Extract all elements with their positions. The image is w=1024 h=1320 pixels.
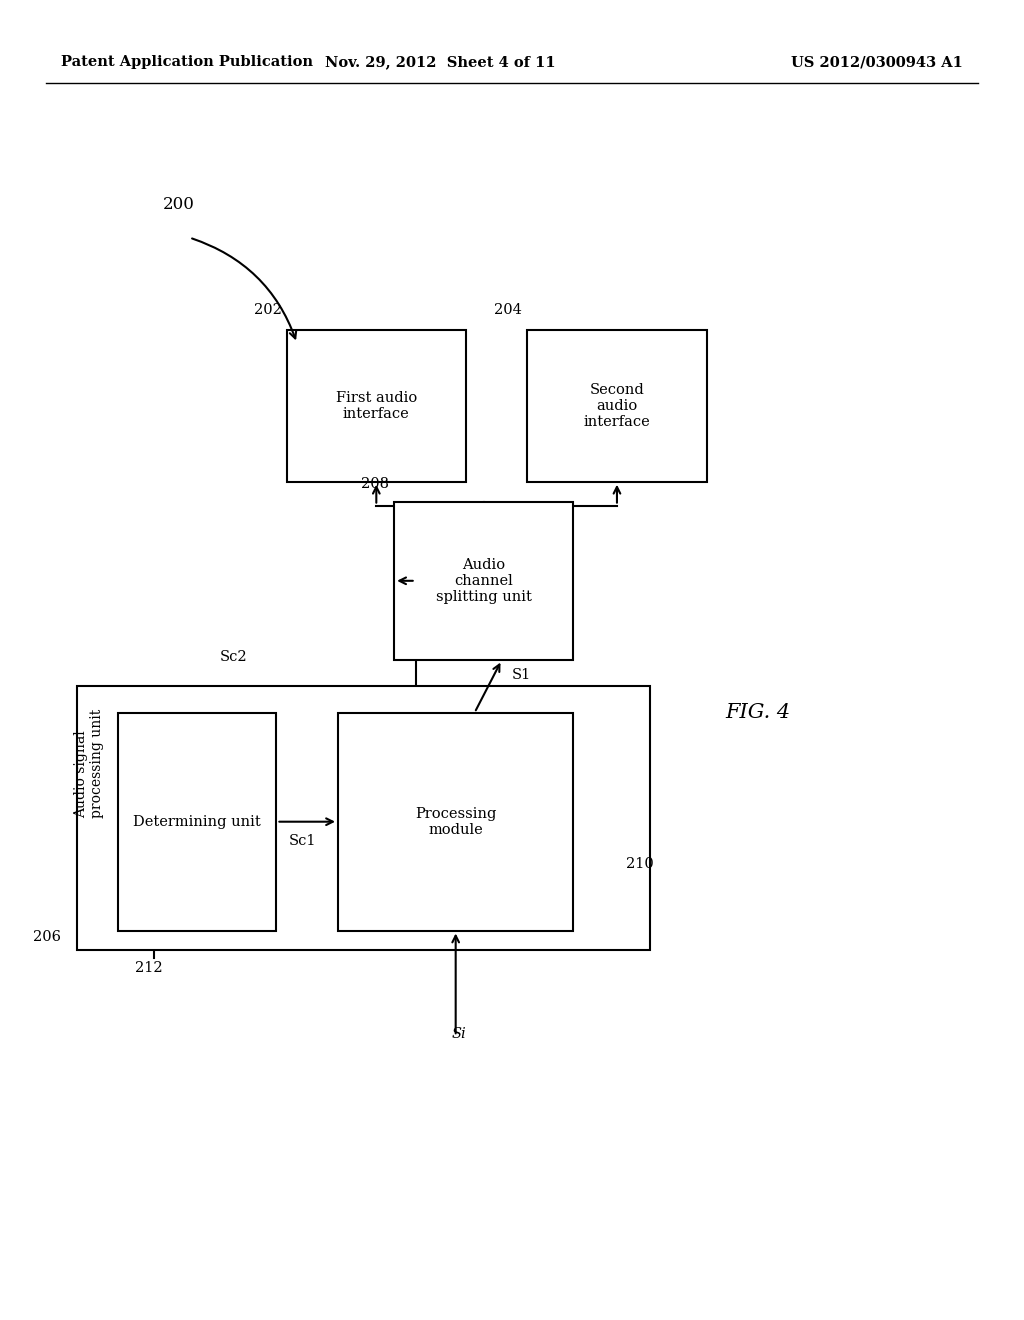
Text: 208: 208	[361, 477, 389, 491]
Text: 212: 212	[135, 961, 162, 975]
Text: 206: 206	[34, 929, 61, 944]
Bar	[527, 330, 707, 482]
Text: Audio signal
processing unit: Audio signal processing unit	[74, 709, 104, 818]
Text: US 2012/0300943 A1: US 2012/0300943 A1	[791, 55, 963, 69]
Bar	[287, 330, 466, 482]
Bar	[394, 502, 573, 660]
Bar	[77, 686, 650, 950]
Text: 210: 210	[626, 857, 653, 871]
Text: 200: 200	[163, 197, 196, 213]
Text: 202: 202	[254, 302, 282, 317]
Text: Sc2: Sc2	[220, 651, 248, 664]
Text: S1: S1	[512, 668, 531, 682]
Text: Processing
module: Processing module	[415, 807, 497, 837]
Bar	[118, 713, 276, 931]
Text: Sc1: Sc1	[289, 834, 315, 849]
Text: First audio
interface: First audio interface	[336, 391, 417, 421]
Text: Audio
channel
splitting unit: Audio channel splitting unit	[436, 557, 531, 605]
Text: Si: Si	[452, 1027, 466, 1041]
Text: Nov. 29, 2012  Sheet 4 of 11: Nov. 29, 2012 Sheet 4 of 11	[325, 55, 556, 69]
Text: Patent Application Publication: Patent Application Publication	[61, 55, 313, 69]
Text: Second
audio
interface: Second audio interface	[584, 383, 650, 429]
Text: FIG. 4: FIG. 4	[725, 704, 791, 722]
Bar	[338, 713, 573, 931]
Text: Determining unit: Determining unit	[133, 814, 261, 829]
Text: 204: 204	[495, 302, 522, 317]
